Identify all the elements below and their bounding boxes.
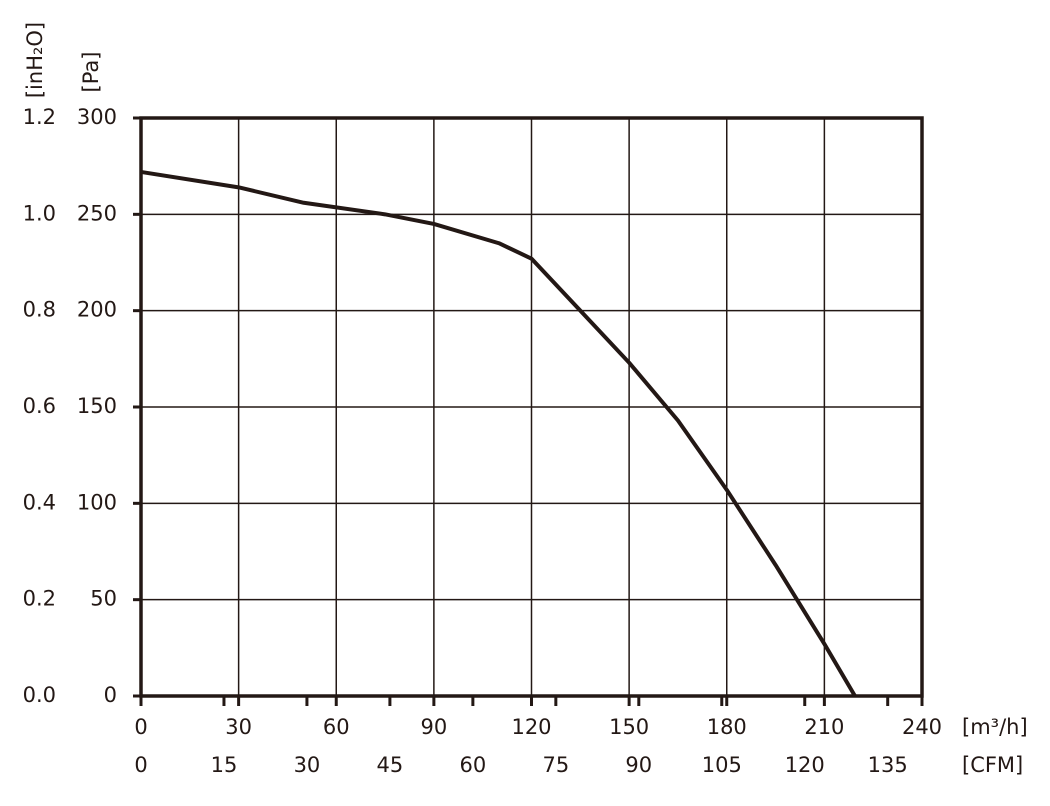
y-tick-label: 300	[77, 105, 117, 129]
x2-tick-label: 135	[868, 753, 908, 777]
x2-tick-label: 75	[542, 753, 569, 777]
x-tick-label: 240	[902, 715, 942, 739]
y-tick-label: 50	[90, 587, 117, 611]
x-tick-label: 0	[134, 715, 147, 739]
y2-tick-label: 0.6	[23, 394, 56, 418]
y-tick-label: 100	[77, 490, 117, 514]
x-tick-label: 90	[421, 715, 448, 739]
x-tick-label: 210	[804, 715, 844, 739]
y2-tick-label: 1.2	[23, 105, 56, 129]
x2-tick-label: 60	[460, 753, 487, 777]
y-tick-label: 150	[77, 394, 117, 418]
y2-axis-label: [inH₂O]	[23, 22, 47, 98]
y2-tick-label: 0.8	[23, 298, 56, 322]
x2-tick-label: 0	[134, 753, 147, 777]
y2-tick-label: 1.0	[23, 201, 56, 225]
x2-tick-label: 90	[625, 753, 652, 777]
plot-frame	[139, 116, 924, 698]
x2-tick-label: 30	[294, 753, 321, 777]
x-tick-label: 120	[511, 715, 551, 739]
y2-tick-label: 0.4	[23, 490, 56, 514]
x2-tick-label: 120	[785, 753, 825, 777]
x2-tick-label: 105	[702, 753, 742, 777]
x2-axis-label: [CFM]	[962, 753, 1023, 777]
y-axis-label: [Pa]	[79, 52, 103, 93]
x2-tick-label: 15	[211, 753, 238, 777]
x2-tick-label: 45	[377, 753, 404, 777]
y2-tick-label: 0.0	[23, 683, 56, 707]
x-tick-label: 60	[323, 715, 350, 739]
y-tick-label: 200	[77, 298, 117, 322]
y2-tick-label: 0.2	[23, 587, 56, 611]
y-tick-label: 0	[104, 683, 117, 707]
curve	[140, 169, 857, 698]
y-tick-label: 250	[77, 201, 117, 225]
x-tick-label: 30	[225, 715, 252, 739]
x-axis-label: [m³/h]	[962, 715, 1028, 739]
x-tick-label: 180	[707, 715, 747, 739]
x-tick-label: 150	[609, 715, 649, 739]
